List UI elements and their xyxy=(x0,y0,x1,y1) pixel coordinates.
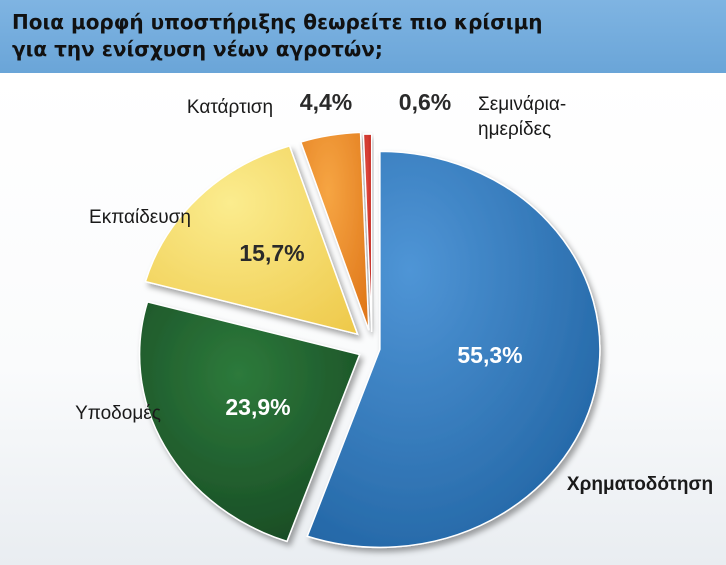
pie-slice-4 xyxy=(299,131,370,331)
slice-value-label: 4,4% xyxy=(300,89,352,115)
pie-slice-5 xyxy=(362,133,373,333)
slice-category-label: Εκπαίδευση xyxy=(89,207,191,228)
slice-category-label: Κατάρτιση xyxy=(187,97,273,118)
slice-category-label: Σεμινάρια- xyxy=(478,94,566,115)
chart-area: 55,3% Χρηματοδότηση 23,9% Υποδομές 15,7% Εκπα… xyxy=(0,73,726,565)
chart-title: Ποια μορφή υποστήριξης θεωρείτε πιο κρίσ… xyxy=(12,10,543,61)
pie-slice-1 xyxy=(306,150,601,549)
pie-slice-2 xyxy=(138,301,361,543)
chart-header: Ποια μορφή υποστήριξης θεωρείτε πιο κρίσ… xyxy=(0,0,726,73)
slice-value-label: 15,7% xyxy=(239,240,304,266)
slice-category-label: Χρηματοδότηση xyxy=(567,474,713,495)
slice-value-label: 0,6% xyxy=(399,89,451,115)
pie-chart: 55,3% Χρηματοδότηση 23,9% Υποδομές 15,7% Εκπα… xyxy=(75,89,713,549)
slice-value-label: 55,3% xyxy=(457,342,522,368)
slice-category-label: ημερίδες xyxy=(478,119,551,140)
pie-slice-3 xyxy=(144,144,359,336)
slice-value-label: 23,9% xyxy=(225,394,290,420)
slice-category-label: Υποδομές xyxy=(75,403,161,424)
